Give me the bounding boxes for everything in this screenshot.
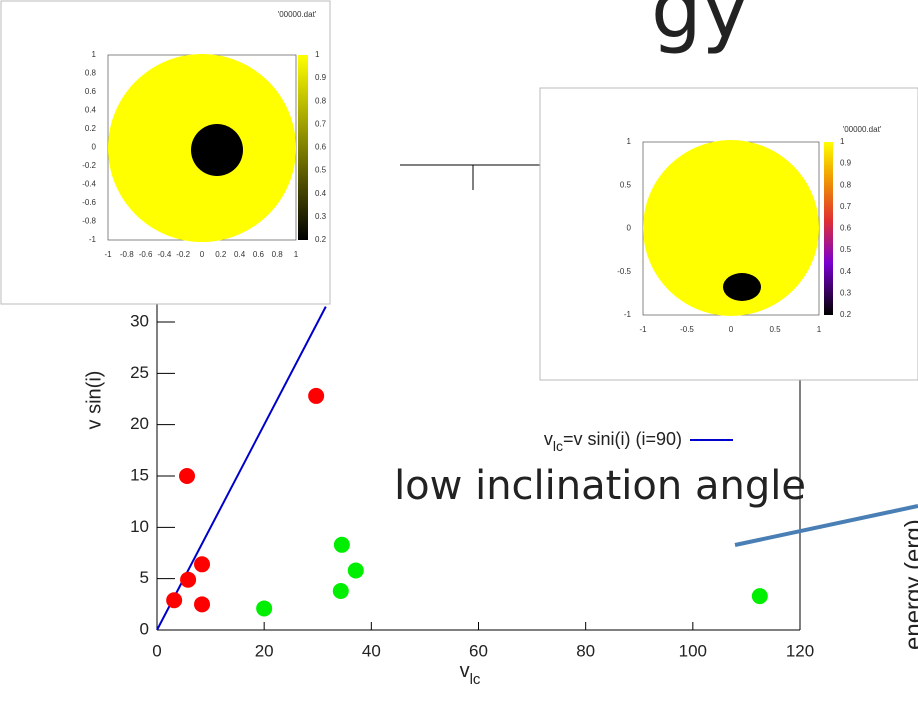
- inset-y-tick: -0.4: [82, 180, 96, 189]
- inset-x-tick: 0.2: [215, 250, 227, 259]
- legend-sub: lc: [553, 438, 563, 454]
- spot: [191, 124, 243, 176]
- inset-y-tick: 0: [627, 224, 632, 233]
- inset-y-tick: 0.8: [85, 69, 97, 78]
- colorbar-tick: 0.5: [840, 245, 852, 254]
- inset-x-tick: 0: [200, 250, 205, 259]
- colorbar-tick: 0.4: [840, 267, 852, 276]
- legend-main: v: [544, 429, 553, 449]
- colorbar: [298, 55, 308, 240]
- inset-x-tick: 0.8: [272, 250, 284, 259]
- colorbar-tick: 0.3: [315, 212, 327, 221]
- point: [347, 562, 364, 579]
- colorbar-tick: 0.6: [315, 143, 327, 152]
- inset-y-tick: -1: [624, 310, 632, 319]
- inset-y-tick: 0.6: [85, 87, 97, 96]
- inset-y-tick: 1: [92, 50, 97, 59]
- inset-y-tick: 0.5: [620, 180, 632, 189]
- inset-x-tick: 1: [294, 250, 299, 259]
- point: [332, 582, 349, 599]
- colorbar-tick: 1: [315, 50, 320, 59]
- point: [194, 596, 211, 613]
- inset-y-tick: -0.6: [82, 198, 96, 207]
- legend-label: vlc=v sini(i) (i=90): [544, 429, 682, 454]
- inset-y-tick: -0.2: [82, 161, 96, 170]
- point: [256, 600, 273, 617]
- colorbar-tick: 0.9: [315, 73, 327, 82]
- side-label: energy (erg): [900, 519, 918, 650]
- x-tick-label: 80: [576, 641, 595, 660]
- y-tick-label: 20: [130, 414, 149, 433]
- point: [308, 387, 325, 404]
- colorbar-tick: 0.5: [315, 166, 327, 175]
- spot: [723, 273, 761, 301]
- inset-y-tick: -0.8: [82, 217, 96, 226]
- inset-x-tick: -1: [639, 325, 647, 334]
- point: [194, 556, 211, 573]
- colorbar-tick: 0.9: [840, 159, 852, 168]
- y-tick-label: 15: [130, 465, 149, 484]
- inset-x-tick: 0: [729, 325, 734, 334]
- inset-x-tick: -0.2: [176, 250, 190, 259]
- inset-x-tick: -0.5: [680, 325, 694, 334]
- legend-rest: =v sini(i) (i=90): [563, 429, 682, 449]
- x-tick-label: 120: [786, 641, 814, 660]
- inset-x-tick: 0.6: [253, 250, 265, 259]
- y-tick-label: 5: [140, 568, 149, 587]
- point: [751, 588, 768, 605]
- colorbar: [824, 142, 833, 315]
- colorbar-tick: 0.2: [315, 235, 327, 244]
- y-tick-label: 25: [130, 363, 149, 382]
- colorbar-tick: 0.7: [840, 202, 852, 211]
- inset-x-tick: 0.5: [769, 325, 781, 334]
- inset-x-tick: -0.8: [120, 250, 134, 259]
- colorbar-tick: 0.4: [315, 189, 327, 198]
- colorbar-tick: 0.3: [840, 288, 852, 297]
- inset-x-tick: -0.4: [158, 250, 172, 259]
- x-label-main: v: [460, 660, 470, 682]
- inset-x-tick: 1: [817, 325, 822, 334]
- x-tick-label: 60: [469, 641, 488, 660]
- inset-file-label: '00000.dat': [278, 10, 317, 19]
- inset-y-tick: 1: [627, 137, 632, 146]
- inset-y-tick: 0.4: [85, 106, 97, 115]
- inset-y-tick: -0.5: [617, 267, 631, 276]
- colorbar-tick: 0.6: [840, 224, 852, 233]
- point: [333, 536, 350, 553]
- y-tick-label: 0: [140, 619, 149, 638]
- disk: [643, 140, 819, 316]
- x-tick-label: 40: [362, 641, 381, 660]
- x-tick-label: 0: [152, 641, 161, 660]
- colorbar-tick: 1: [840, 137, 845, 146]
- y-axis-label: v sin(i): [83, 371, 105, 430]
- colorbar-tick: 0.2: [840, 310, 852, 319]
- inset-x-tick: 0.4: [234, 250, 246, 259]
- colorbar-tick: 0.8: [315, 96, 327, 105]
- inset-y-tick: -1: [89, 235, 97, 244]
- annotation: low inclination angle: [394, 463, 806, 509]
- inset-y-tick: 0: [92, 143, 97, 152]
- inset-file-label: '00000.dat': [843, 125, 882, 134]
- inset: '00000.dat' 1 0.5 0 -0.5 -1 -1 -0.5 0 0.5 1 1 0.9 0.8…: [539, 87, 918, 381]
- x-tick-label: 100: [679, 641, 707, 660]
- point: [179, 468, 196, 484]
- y-tick-label: 10: [130, 517, 149, 536]
- slide-title: gy: [651, 0, 749, 56]
- colorbar-tick: 0.7: [315, 119, 327, 128]
- x-tick-label: 20: [255, 641, 274, 660]
- inset-x-tick: -1: [104, 250, 112, 259]
- point: [180, 571, 197, 588]
- colorbar-tick: 0.8: [840, 180, 852, 189]
- y-tick-label: 30: [130, 311, 149, 330]
- inset-x-tick: -0.6: [139, 250, 153, 259]
- inset-y-tick: 0.2: [85, 124, 97, 133]
- arrow: [734, 504, 918, 547]
- x-label-sub: lc: [470, 671, 481, 688]
- inset: '00000.dat' 1 0.8 0.6 0.4 0.2 0 -0.2 -0.4 -0.6 -0.…: [0, 0, 331, 305]
- x-axis-label: vlc: [460, 660, 481, 688]
- point: [166, 592, 183, 609]
